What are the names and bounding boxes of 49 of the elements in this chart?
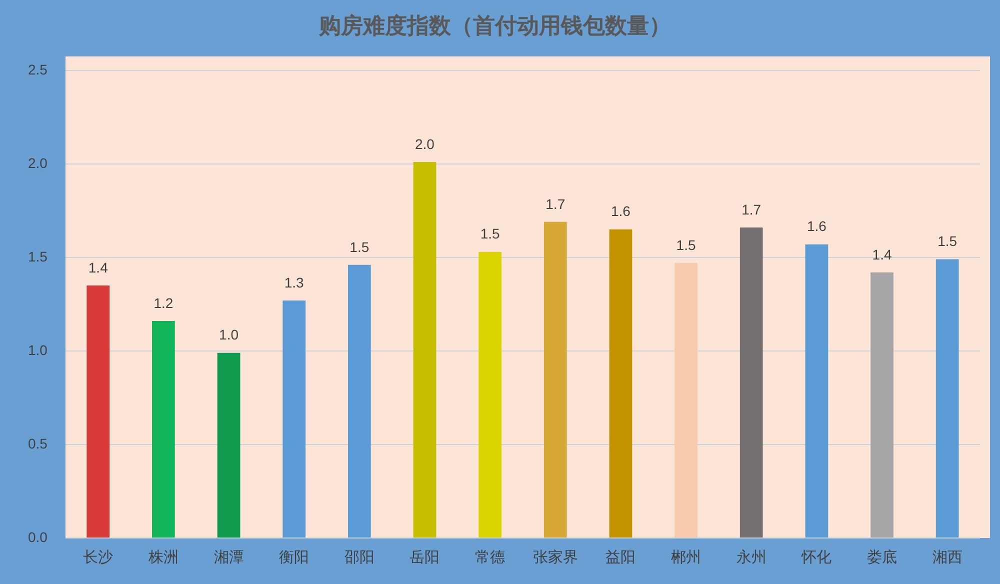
y-tick-label: 1.0 xyxy=(28,342,48,358)
bar xyxy=(805,244,828,538)
x-tick-label: 常德 xyxy=(475,548,506,566)
data-label: 1.2 xyxy=(154,294,174,311)
x-tick-label: 怀化 xyxy=(800,548,832,566)
chart-title: 购房难度指数（首付动用钱包数量） xyxy=(318,12,671,39)
bar xyxy=(86,285,110,538)
x-tick-label: 郴州 xyxy=(671,548,702,566)
data-label: 1.5 xyxy=(938,233,958,250)
data-label: 1.4 xyxy=(872,246,892,262)
data-label: 1.6 xyxy=(610,203,631,220)
y-tick-label: 0.0 xyxy=(28,528,48,545)
y-tick-label: 0.5 xyxy=(28,435,48,452)
bar xyxy=(152,321,175,538)
x-tick-label: 湘潭 xyxy=(214,548,244,566)
data-label: 1.7 xyxy=(742,201,762,218)
data-label: 1.5 xyxy=(676,236,696,253)
data-label: 1.0 xyxy=(219,326,239,343)
bar xyxy=(740,228,763,538)
bar xyxy=(478,252,502,538)
data-label: 1.7 xyxy=(546,196,566,212)
x-tick-label: 永州 xyxy=(736,548,766,566)
x-tick-label: 娄底 xyxy=(867,548,898,566)
data-label: 1.4 xyxy=(88,259,108,276)
bar xyxy=(674,263,698,538)
bar xyxy=(282,300,306,538)
y-tick-label: 2.0 xyxy=(28,154,48,171)
bar xyxy=(544,222,567,538)
x-tick-label: 岳阳 xyxy=(410,548,440,566)
bar xyxy=(217,352,240,538)
bar xyxy=(413,162,436,538)
x-tick-label: 益阳 xyxy=(606,548,636,566)
bar xyxy=(609,229,632,538)
bar xyxy=(870,272,894,538)
data-label: 1.6 xyxy=(806,218,827,234)
data-label: 1.3 xyxy=(284,274,304,290)
x-tick-label: 张家界 xyxy=(532,548,578,566)
x-tick-label: 长沙 xyxy=(83,548,114,566)
y-tick-label: 1.5 xyxy=(28,248,48,264)
y-tick-label: 2.5 xyxy=(28,61,48,78)
bar xyxy=(348,264,371,538)
x-tick-label: 株洲 xyxy=(147,548,178,566)
x-tick-label: 邵阳 xyxy=(344,548,374,566)
x-tick-label: 衡阳 xyxy=(279,548,310,566)
data-label: 2.0 xyxy=(415,136,435,152)
x-tick-label: 湘西 xyxy=(932,548,962,566)
data-label: 1.5 xyxy=(350,238,370,255)
bar xyxy=(936,259,959,538)
data-label: 1.5 xyxy=(480,226,500,242)
